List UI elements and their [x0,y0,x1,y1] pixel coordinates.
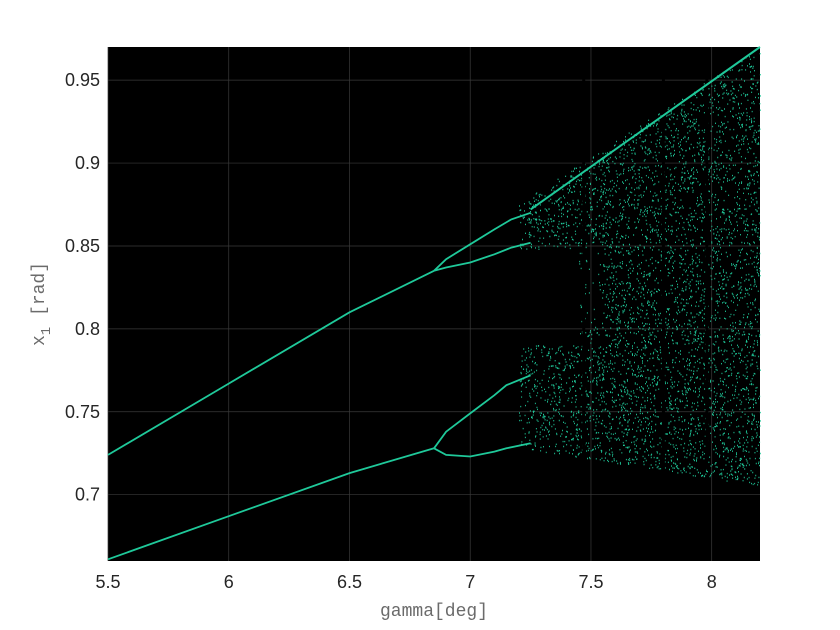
branch-line-5 [433,374,531,449]
y-tick-label: 0.75 [65,402,100,422]
branch-line-1 [107,269,435,456]
y-tick-label: 0.8 [75,319,100,339]
x-tick-label: 7 [465,572,475,592]
upper-envelope [530,46,761,211]
y-axis-label-main: x [30,335,50,346]
y-axis-label: x1 [rad] [30,262,55,346]
y-tick-label: 0.7 [75,485,100,505]
chaotic-region-points [519,46,761,486]
branch-line-6 [433,442,531,458]
x-tick-label: 8 [707,572,717,592]
plot-area [108,47,760,561]
x-tick-label: 5.5 [95,572,120,592]
x-tick-label: 7.5 [578,572,603,592]
y-axis-label-unit: [rad] [30,262,50,316]
y-tick-labels: 0.7 0.75 0.8 0.85 0.9 0.95 [65,70,100,505]
branch-line-2 [107,447,435,561]
x-tick-labels: 5.5 6 6.5 7 7.5 8 [95,572,716,592]
x-tick-label: 6 [224,572,234,592]
y-tick-label: 0.9 [75,153,100,173]
svg-text:x1 [rad]: x1 [rad] [30,262,55,346]
y-tick-label: 0.95 [65,70,100,90]
bifurcation-branches [107,211,531,561]
grid-lines [107,47,760,561]
x-tick-label: 6.5 [337,572,362,592]
branch-line-3 [433,211,531,272]
chaotic-scatter-points [519,53,761,486]
x-axis-label: gamma[deg] [380,602,488,622]
y-tick-label: 0.85 [65,236,100,256]
branch-line-4 [433,241,531,272]
y-axis-label-subscript: 1 [39,327,55,335]
